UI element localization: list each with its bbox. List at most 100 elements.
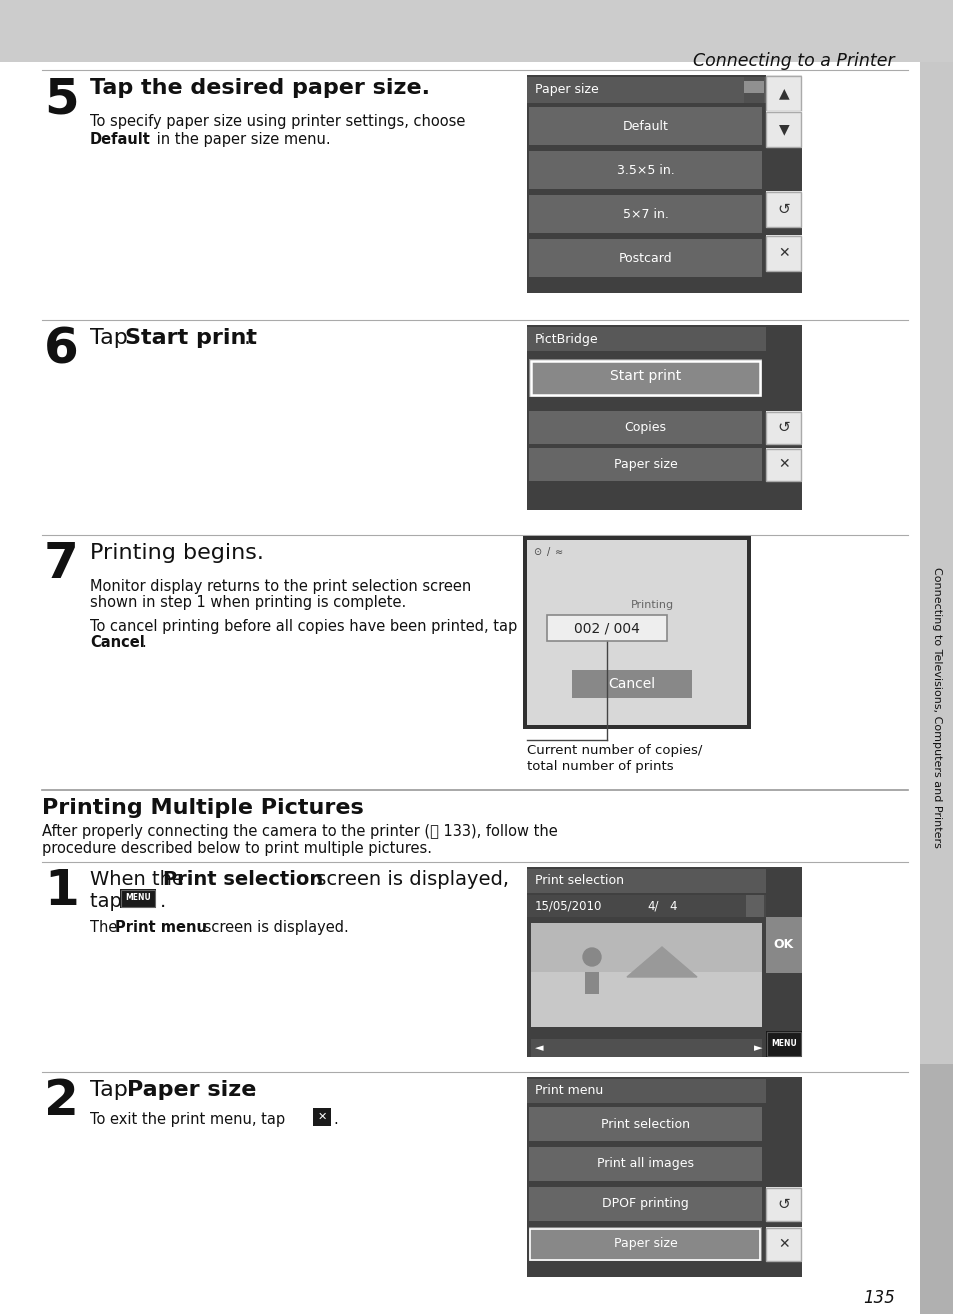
- Bar: [765, 75, 801, 110]
- Bar: [546, 615, 666, 641]
- Text: Printing: Printing: [630, 600, 673, 610]
- Text: Copies: Copies: [624, 420, 666, 434]
- Text: To exit the print menu, tap: To exit the print menu, tap: [90, 1112, 290, 1127]
- Text: 4/: 4/: [646, 900, 658, 912]
- Text: MENU: MENU: [770, 1039, 796, 1049]
- Bar: [765, 110, 801, 147]
- Text: Connecting to Televisions, Computers and Printers: Connecting to Televisions, Computers and…: [931, 566, 941, 848]
- Text: Print selection: Print selection: [163, 870, 323, 890]
- Text: Printing Multiple Pictures: Printing Multiple Pictures: [42, 798, 363, 819]
- Bar: [120, 890, 156, 908]
- Bar: [765, 235, 801, 271]
- Bar: [529, 194, 761, 233]
- Bar: [529, 1187, 761, 1221]
- Bar: [529, 1147, 761, 1181]
- Text: 15/05/2010: 15/05/2010: [535, 900, 601, 912]
- Bar: [529, 448, 761, 481]
- Bar: [529, 1227, 761, 1261]
- Text: DPOF printing: DPOF printing: [601, 1197, 688, 1210]
- Text: ↺: ↺: [777, 201, 789, 217]
- Text: tap: tap: [90, 892, 128, 911]
- Text: Print selection: Print selection: [600, 1117, 689, 1130]
- Text: ↺: ↺: [777, 1197, 789, 1212]
- Bar: [526, 75, 801, 293]
- Text: 5×7 in.: 5×7 in.: [622, 208, 668, 221]
- Bar: [529, 1106, 761, 1141]
- Bar: [919, 62, 953, 1314]
- Bar: [526, 869, 765, 894]
- Text: After properly connecting the camera to the printer (⧉ 133), follow the: After properly connecting the camera to …: [42, 824, 558, 840]
- Text: ▼: ▼: [778, 122, 788, 137]
- Text: procedure described below to print multiple pictures.: procedure described below to print multi…: [42, 841, 432, 855]
- Bar: [526, 895, 765, 917]
- Bar: [765, 1227, 801, 1261]
- Bar: [765, 411, 801, 444]
- Bar: [765, 1031, 801, 1056]
- Bar: [526, 867, 801, 1056]
- Text: Paper size: Paper size: [127, 1080, 256, 1100]
- Polygon shape: [626, 947, 697, 978]
- Text: Cancel: Cancel: [608, 677, 655, 691]
- Text: ✕: ✕: [317, 1112, 326, 1122]
- Text: ▲: ▲: [778, 85, 788, 100]
- Bar: [546, 615, 666, 641]
- Bar: [919, 1064, 953, 1314]
- Bar: [743, 78, 763, 102]
- Text: total number of prints: total number of prints: [526, 759, 673, 773]
- Text: 7: 7: [44, 540, 79, 587]
- Text: Print all images: Print all images: [597, 1158, 693, 1171]
- Text: 2: 2: [44, 1077, 79, 1125]
- Text: Print menu: Print menu: [535, 1084, 602, 1097]
- Text: ✕: ✕: [778, 246, 789, 260]
- Text: .: .: [141, 635, 146, 650]
- Text: 1: 1: [44, 867, 79, 915]
- Bar: [584, 972, 598, 993]
- Bar: [526, 78, 765, 102]
- Bar: [745, 895, 763, 917]
- Text: Postcard: Postcard: [618, 251, 672, 264]
- Text: ≈: ≈: [555, 547, 562, 557]
- Text: 4: 4: [668, 900, 676, 912]
- Bar: [531, 922, 761, 1028]
- Text: shown in step 1 when printing is complete.: shown in step 1 when printing is complet…: [90, 595, 406, 610]
- Bar: [765, 917, 801, 972]
- Bar: [765, 112, 801, 146]
- Bar: [526, 1077, 801, 1277]
- Bar: [765, 1227, 801, 1260]
- Bar: [531, 361, 760, 396]
- Text: ✕: ✕: [778, 457, 789, 472]
- Bar: [526, 1079, 765, 1102]
- Text: When the: When the: [90, 870, 190, 890]
- Text: Print selection: Print selection: [535, 875, 623, 887]
- Bar: [522, 536, 750, 729]
- Bar: [765, 192, 801, 226]
- Ellipse shape: [582, 947, 600, 966]
- Bar: [530, 1229, 760, 1260]
- Text: 5: 5: [44, 75, 79, 124]
- Text: Start print: Start print: [609, 369, 680, 382]
- Bar: [531, 1039, 761, 1056]
- Bar: [526, 540, 746, 725]
- Text: Paper size: Paper size: [613, 459, 677, 470]
- Bar: [529, 359, 761, 397]
- Bar: [121, 890, 154, 907]
- Text: Paper size: Paper size: [613, 1238, 677, 1251]
- Bar: [765, 1188, 801, 1221]
- Text: in the paper size menu.: in the paper size menu.: [152, 131, 331, 147]
- Bar: [765, 411, 801, 444]
- Text: screen is displayed,: screen is displayed,: [310, 870, 509, 890]
- Text: 135: 135: [862, 1289, 894, 1307]
- Bar: [765, 191, 801, 227]
- Text: Default: Default: [622, 120, 668, 133]
- Bar: [765, 75, 801, 110]
- Text: Tap the desired paper size.: Tap the desired paper size.: [90, 78, 430, 99]
- Bar: [765, 448, 801, 481]
- Bar: [765, 235, 801, 271]
- Text: ⊙: ⊙: [533, 547, 540, 557]
- Bar: [766, 1031, 801, 1056]
- Bar: [765, 1187, 801, 1221]
- Text: 3.5×5 in.: 3.5×5 in.: [616, 163, 674, 176]
- Text: MENU: MENU: [125, 894, 151, 903]
- Bar: [765, 448, 801, 481]
- Text: 002 / 004: 002 / 004: [574, 622, 639, 635]
